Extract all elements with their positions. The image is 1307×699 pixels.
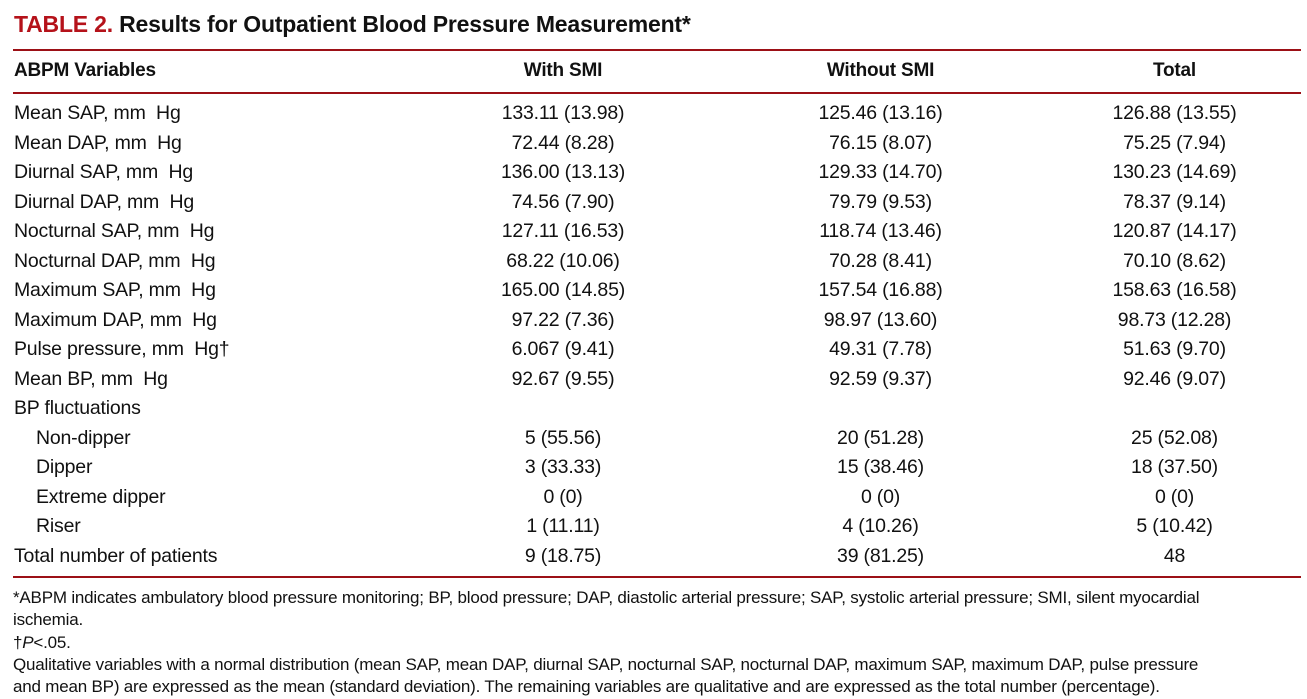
- cell-total: 92.46 (9.07): [1123, 367, 1226, 390]
- row-label: Non-dipper: [36, 426, 131, 449]
- cell-without-smi: [713, 394, 1048, 424]
- cell-with-smi: 1 (11.11): [526, 515, 600, 537]
- row-label: Nocturnal SAP, mm Hg: [14, 220, 215, 242]
- table-row: Diurnal SAP, mm Hg 136.00 (13.13) 129.33…: [13, 158, 1301, 188]
- row-label: Mean SAP, mm Hg: [14, 102, 181, 124]
- footnote-qualitative-line1: Qualitative variables with a normal dist…: [13, 654, 1199, 674]
- cell-without-smi: 92.59 (9.37): [829, 367, 932, 390]
- cell-without-smi: 76.15 (8.07): [829, 131, 932, 154]
- header-row: ABPM Variables With SMI Without SMI Tota…: [13, 50, 1301, 93]
- cell-total: [1048, 394, 1301, 424]
- table-row: Extreme dipper 0 (0) 0 (0) 0 (0): [13, 483, 1301, 513]
- table-footnotes: *ABPM indicates ambulatory blood pressur…: [13, 578, 1303, 698]
- cell-total: 130.23 (14.69): [1112, 161, 1237, 183]
- table-row: Pulse pressure, mm Hg† 6.067 (9.41) 49.3…: [13, 335, 1301, 365]
- column-header-total: Total: [1153, 60, 1196, 81]
- cell-total: 78.37 (9.14): [1123, 190, 1226, 213]
- cell-total: 75.25 (7.94): [1123, 131, 1226, 154]
- cell-total: 5 (10.42): [1136, 515, 1213, 537]
- row-label: Dipper: [36, 456, 93, 478]
- cell-total: 98.73 (12.28): [1117, 308, 1232, 331]
- cell-with-smi: 127.11 (16.53): [501, 220, 625, 242]
- table-title: TABLE 2. Results for Outpatient Blood Pr…: [13, 7, 1300, 49]
- cell-without-smi: 98.97 (13.60): [823, 308, 938, 331]
- table-row: Riser 1 (11.11) 4 (10.26) 5 (10.42): [13, 512, 1301, 542]
- cell-without-smi: 20 (51.28): [837, 426, 924, 449]
- footnote-abbreviations-line2: ischemia.: [13, 610, 84, 630]
- footnote-qualitative-line2: and mean BP) are expressed as the mean (…: [13, 677, 1160, 697]
- table-row: Maximum SAP, mm Hg 165.00 (14.85) 157.54…: [13, 276, 1301, 306]
- cell-without-smi: 15 (38.46): [837, 456, 924, 478]
- cell-with-smi: 136.00 (13.13): [500, 161, 626, 183]
- table-row: Dipper 3 (33.33) 15 (38.46) 18 (37.50): [13, 453, 1301, 483]
- row-label: Mean BP, mm Hg: [14, 367, 168, 390]
- cell-total: 18 (37.50): [1131, 456, 1218, 478]
- row-label: Extreme dipper: [36, 485, 166, 508]
- cell-without-smi: 39 (81.25): [837, 544, 924, 567]
- cell-total: 126.88 (13.55): [1112, 102, 1237, 124]
- cell-with-smi: 72.44 (8.28): [511, 131, 615, 154]
- cell-without-smi: 49.31 (7.78): [829, 338, 932, 360]
- cell-with-smi: 165.00 (14.85): [500, 279, 626, 301]
- cell-with-smi: 6.067 (9.41): [511, 338, 615, 360]
- row-label: Diurnal DAP, mm Hg: [14, 190, 195, 213]
- table-row: Non-dipper 5 (55.56) 20 (51.28) 25 (52.0…: [13, 424, 1301, 454]
- cell-with-smi: 68.22 (10.06): [506, 249, 620, 272]
- cell-without-smi: 79.79 (9.53): [829, 190, 932, 213]
- cell-total: 48: [1163, 544, 1186, 567]
- table-row: Nocturnal DAP, mm Hg 68.22 (10.06) 70.28…: [13, 247, 1301, 277]
- row-label: Riser: [36, 515, 81, 537]
- cell-total: 120.87 (14.17): [1112, 220, 1237, 242]
- cell-without-smi: 129.33 (14.70): [818, 161, 943, 183]
- dagger-symbol: †: [13, 632, 23, 652]
- footnote-abbreviations-line1: *ABPM indicates ambulatory blood pressur…: [13, 588, 1200, 607]
- table-row: Nocturnal SAP, mm Hg 127.11 (16.53) 118.…: [13, 217, 1301, 247]
- cell-total: 70.10 (8.62): [1123, 249, 1226, 272]
- cell-with-smi: 0 (0): [543, 485, 583, 508]
- row-label: Mean DAP, mm Hg: [14, 131, 182, 154]
- table-row: Mean DAP, mm Hg 72.44 (8.28) 76.15 (8.07…: [13, 129, 1301, 159]
- cell-total: 158.63 (16.58): [1112, 279, 1237, 301]
- bp-measurement-table: ABPM Variables With SMI Without SMI Tota…: [13, 49, 1301, 578]
- table-title-text: Results for Outpatient Blood Pressure Me…: [112, 11, 691, 37]
- cell-with-smi: 133.11 (13.98): [501, 102, 625, 124]
- footnote-pvalue: †P<.05.: [13, 632, 1303, 654]
- table-row: Mean SAP, mm Hg 133.11 (13.98) 125.46 (1…: [13, 93, 1301, 129]
- row-label: Nocturnal DAP, mm Hg: [14, 249, 216, 272]
- pvalue-p: P: [22, 632, 34, 652]
- cell-total: 25 (52.08): [1131, 426, 1218, 449]
- cell-with-smi: [413, 394, 713, 424]
- cell-total: 51.63 (9.70): [1123, 338, 1226, 360]
- cell-without-smi: 0 (0): [860, 485, 901, 508]
- cell-with-smi: 9 (18.75): [524, 544, 602, 567]
- cell-without-smi: 70.28 (8.41): [829, 249, 932, 272]
- table-row: Mean BP, mm Hg 92.67 (9.55) 92.59 (9.37)…: [13, 365, 1301, 395]
- cell-without-smi: 157.54 (16.88): [818, 279, 943, 301]
- table-row: Diurnal DAP, mm Hg 74.56 (7.90) 79.79 (9…: [13, 188, 1301, 218]
- cell-without-smi: 125.46 (13.16): [818, 102, 943, 124]
- pvalue-rest: <.05.: [33, 632, 71, 652]
- row-label: BP fluctuations: [14, 397, 141, 419]
- cell-with-smi: 5 (55.56): [524, 426, 602, 449]
- row-label: Pulse pressure, mm Hg†: [14, 338, 230, 360]
- cell-without-smi: 4 (10.26): [842, 515, 919, 537]
- row-label: Maximum SAP, mm Hg: [14, 279, 216, 301]
- cell-with-smi: 97.22 (7.36): [511, 308, 615, 331]
- cell-with-smi: 92.67 (9.55): [511, 367, 615, 390]
- cell-with-smi: 3 (33.33): [524, 456, 602, 478]
- column-header-without-smi: Without SMI: [826, 60, 935, 81]
- table-row: Maximum DAP, mm Hg 97.22 (7.36) 98.97 (1…: [13, 306, 1301, 336]
- row-label: Total number of patients: [14, 544, 218, 567]
- table-row-group-header: BP fluctuations: [13, 394, 1301, 424]
- cell-with-smi: 74.56 (7.90): [511, 190, 615, 213]
- table-number-label: TABLE 2.: [14, 11, 113, 37]
- cell-total: 0 (0): [1154, 485, 1195, 508]
- cell-without-smi: 118.74 (13.46): [819, 220, 942, 242]
- column-header-variables: ABPM Variables: [14, 60, 156, 81]
- column-header-with-smi: With SMI: [523, 60, 603, 81]
- table-row-total: Total number of patients 9 (18.75) 39 (8…: [13, 542, 1301, 578]
- row-label: Diurnal SAP, mm Hg: [14, 161, 193, 183]
- row-label: Maximum DAP, mm Hg: [14, 308, 217, 331]
